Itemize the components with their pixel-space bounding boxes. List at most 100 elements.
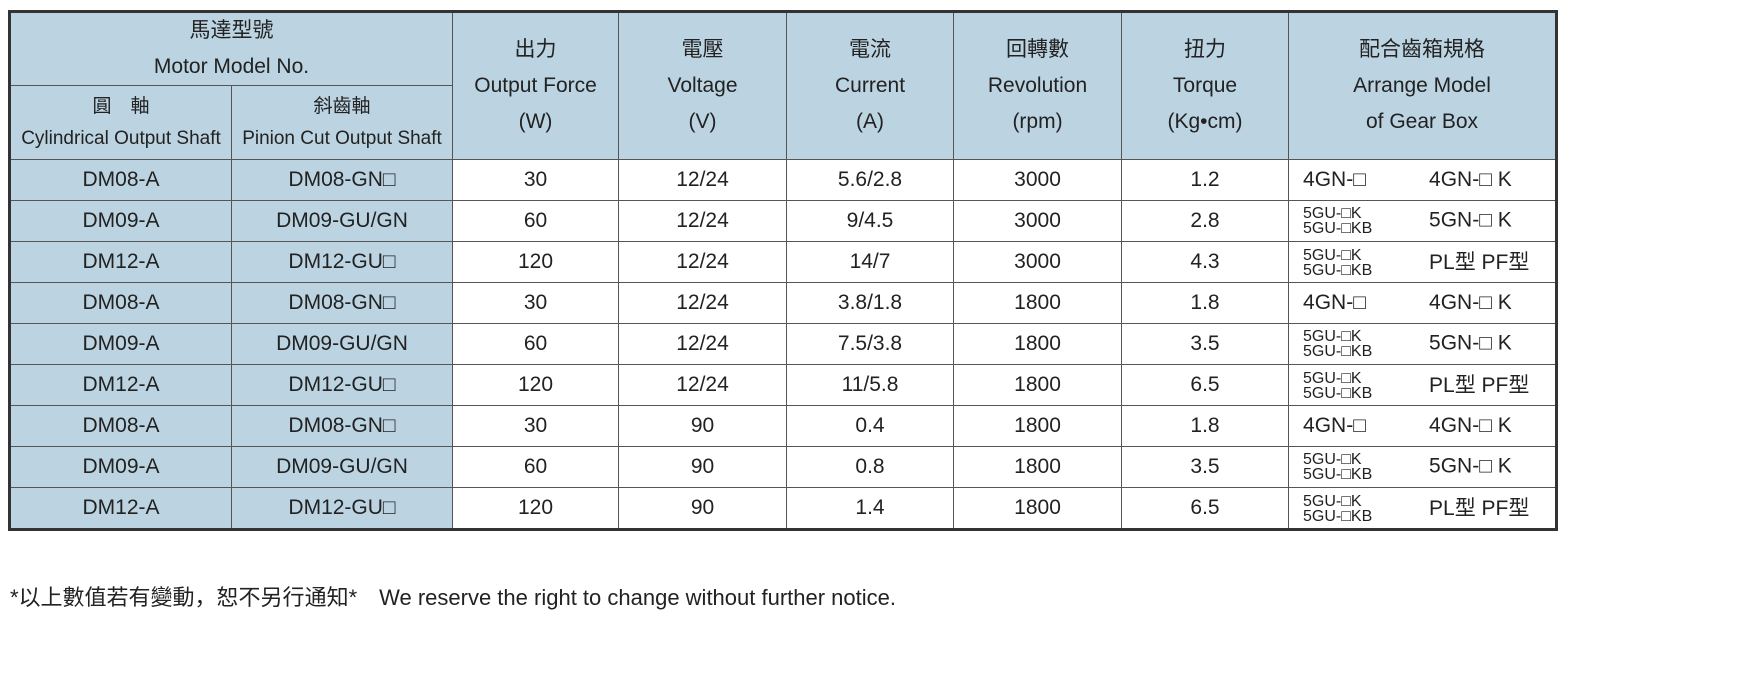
table-row: DM09-A DM09-GU/GN 60 12/24 9/4.5 3000 2.8 5GU-□… xyxy=(9,200,1558,242)
voltage: 90 xyxy=(618,446,788,488)
gearbox-models: 5GU-□K 5GU-□KB 5GN-□ K xyxy=(1288,323,1558,365)
current: 7.5/3.8 xyxy=(786,323,955,365)
cylindrical-shaft-model: DM09-A xyxy=(9,200,232,242)
output-force: 30 xyxy=(452,405,620,447)
cylindrical-shaft-header: 圓 軸 Cylindrical Output Shaft xyxy=(9,85,232,160)
gearbox-model-1b: 5GU-□KB xyxy=(1303,343,1373,360)
output-force: 60 xyxy=(452,446,620,488)
pinion-shaft-model: DM09-GU/GN xyxy=(230,323,454,365)
gearbox-model-1b: 5GU-□KB xyxy=(1303,508,1373,526)
gearbox-models: 5GU-□K 5GU-□KB PL型 PF型 xyxy=(1288,364,1558,406)
revolution: 3000 xyxy=(953,159,1123,201)
cylindrical-shaft-model: DM08-A xyxy=(9,405,232,447)
voltage: 12/24 xyxy=(618,159,788,201)
table-row: DM12-A DM12-GU□ 120 12/24 11/5.8 1800 6.5 5GU-□… xyxy=(9,364,1558,406)
revolution: 1800 xyxy=(953,446,1123,488)
current: 1.4 xyxy=(786,487,955,530)
gearbox-model-1: 5GU-□K xyxy=(1303,205,1362,222)
pinion-shaft-model: DM12-GU□ xyxy=(230,364,454,406)
table-row: DM08-A DM08-GN□ 30 12/24 5.6/2.8 3000 1.2 4GN-□… xyxy=(9,159,1558,201)
voltage: 12/24 xyxy=(618,323,788,365)
table-row: DM08-A DM08-GN□ 30 90 0.4 1800 1.8 4GN-□ 4GN-□ K xyxy=(9,405,1558,447)
torque: 1.8 xyxy=(1121,282,1290,324)
pinion-shaft-header: 斜齒軸 Pinion Cut Output Shaft xyxy=(230,85,454,160)
current-header: 電流 Current (A) xyxy=(786,11,955,160)
revolution: 1800 xyxy=(953,323,1123,365)
gearbox-model-1: 4GN-□ xyxy=(1303,168,1366,192)
current: 11/5.8 xyxy=(786,364,955,406)
gearbox-models: 5GU-□K 5GU-□KB PL型 PF型 xyxy=(1288,487,1558,530)
pinion-shaft-model: DM12-GU□ xyxy=(230,487,454,530)
table-row: DM12-A DM12-GU□ 120 90 1.4 1800 6.5 5GU-□K 5GU-□… xyxy=(9,487,1558,530)
revolution: 1800 xyxy=(953,405,1123,447)
torque: 3.5 xyxy=(1121,446,1290,488)
voltage: 90 xyxy=(618,487,788,530)
output-force: 120 xyxy=(452,241,620,283)
table-row: DM12-A DM12-GU□ 120 12/24 14/7 3000 4.3 5GU-□K 5… xyxy=(9,241,1558,283)
torque: 4.3 xyxy=(1121,241,1290,283)
output-force: 60 xyxy=(452,200,620,242)
output-force: 60 xyxy=(452,323,620,365)
torque: 3.5 xyxy=(1121,323,1290,365)
revolution: 1800 xyxy=(953,282,1123,324)
revolution: 1800 xyxy=(953,487,1123,530)
torque: 1.2 xyxy=(1121,159,1290,201)
cylindrical-shaft-model: DM12-A xyxy=(9,241,232,283)
voltage: 12/24 xyxy=(618,241,788,283)
pinion-shaft-model: DM08-GN□ xyxy=(230,405,454,447)
gearbox-models: 4GN-□ 4GN-□ K xyxy=(1288,159,1558,201)
cylindrical-shaft-model: DM09-A xyxy=(9,446,232,488)
gearbox-model-2: PL型 PF型 xyxy=(1429,373,1530,397)
voltage: 12/24 xyxy=(618,200,788,242)
gearbox-header: 配合齒箱規格 Arrange Model of Gear Box xyxy=(1288,11,1558,160)
current: 3.8/1.8 xyxy=(786,282,955,324)
pinion-shaft-model: DM12-GU□ xyxy=(230,241,454,283)
torque: 2.8 xyxy=(1121,200,1290,242)
voltage: 12/24 xyxy=(618,364,788,406)
gearbox-model-2: PL型 PF型 xyxy=(1429,250,1530,274)
gearbox-models: 4GN-□ 4GN-□ K xyxy=(1288,282,1558,324)
gearbox-model-1b: 5GU-□KB xyxy=(1303,220,1373,237)
output-force: 120 xyxy=(452,487,620,530)
gearbox-model-1: 5GU-□K xyxy=(1303,493,1362,511)
cylindrical-shaft-model: DM08-A xyxy=(9,159,232,201)
gearbox-model-2: 5GN-□ K xyxy=(1429,208,1512,232)
gearbox-model-1: 5GU-□K xyxy=(1303,451,1362,468)
motor-model-header: 馬達型號 Motor Model No. xyxy=(8,11,454,86)
voltage: 12/24 xyxy=(618,282,788,324)
gearbox-model-2: 4GN-□ K xyxy=(1429,290,1512,314)
voltage: 90 xyxy=(618,405,788,447)
gearbox-models: 4GN-□ 4GN-□ K xyxy=(1288,405,1558,447)
gearbox-model-1: 5GU-□K xyxy=(1303,328,1362,345)
disclaimer-note: *以上數值若有變動，恕不另行通知* We reserve the right t… xyxy=(10,585,896,610)
gearbox-model-1b: 5GU-□KB xyxy=(1303,466,1373,483)
pinion-shaft-model: DM09-GU/GN xyxy=(230,446,454,488)
gearbox-model-1: 4GN-□ xyxy=(1303,414,1366,438)
gearbox-model-1b: 5GU-□KB xyxy=(1303,262,1373,280)
cylindrical-shaft-model: DM12-A xyxy=(9,487,232,530)
table-row: DM09-A DM09-GU/GN 60 12/24 7.5/3.8 1800 3.5 5GU… xyxy=(9,323,1558,365)
gearbox-model-1b: 5GU-□KB xyxy=(1303,385,1373,403)
table-row: DM09-A DM09-GU/GN 60 90 0.8 1800 3.5 5GU-□K 5GU-… xyxy=(9,446,1558,488)
gearbox-model-2: 5GN-□ K xyxy=(1429,454,1512,478)
current: 5.6/2.8 xyxy=(786,159,955,201)
gearbox-model-2: PL型 PF型 xyxy=(1429,496,1530,520)
cylindrical-shaft-model: DM12-A xyxy=(9,364,232,406)
gearbox-model-1: 5GU-□K xyxy=(1303,247,1362,265)
gearbox-model-2: 4GN-□ K xyxy=(1429,413,1512,437)
output-force: 30 xyxy=(452,282,620,324)
table-row: DM08-A DM08-GN□ 30 12/24 3.8/1.8 1800 1.8 4GN-□… xyxy=(9,282,1558,324)
gearbox-model-2: 4GN-□ K xyxy=(1429,167,1512,191)
revolution: 3000 xyxy=(953,241,1123,283)
voltage-header: 電壓 Voltage (V) xyxy=(618,11,788,160)
current: 0.4 xyxy=(786,405,955,447)
pinion-shaft-model: DM09-GU/GN xyxy=(230,200,454,242)
pinion-shaft-model: DM08-GN□ xyxy=(230,159,454,201)
gearbox-model-1: 5GU-□K xyxy=(1303,370,1362,388)
gearbox-model-1: 4GN-□ xyxy=(1303,291,1366,315)
output-header: 出力 Output Force (W) xyxy=(452,11,620,160)
current: 0.8 xyxy=(786,446,955,488)
gearbox-model-2: 5GN-□ K xyxy=(1429,331,1512,355)
current: 9/4.5 xyxy=(786,200,955,242)
revolution-header: 回轉數 Revolution (rpm) xyxy=(953,11,1123,160)
